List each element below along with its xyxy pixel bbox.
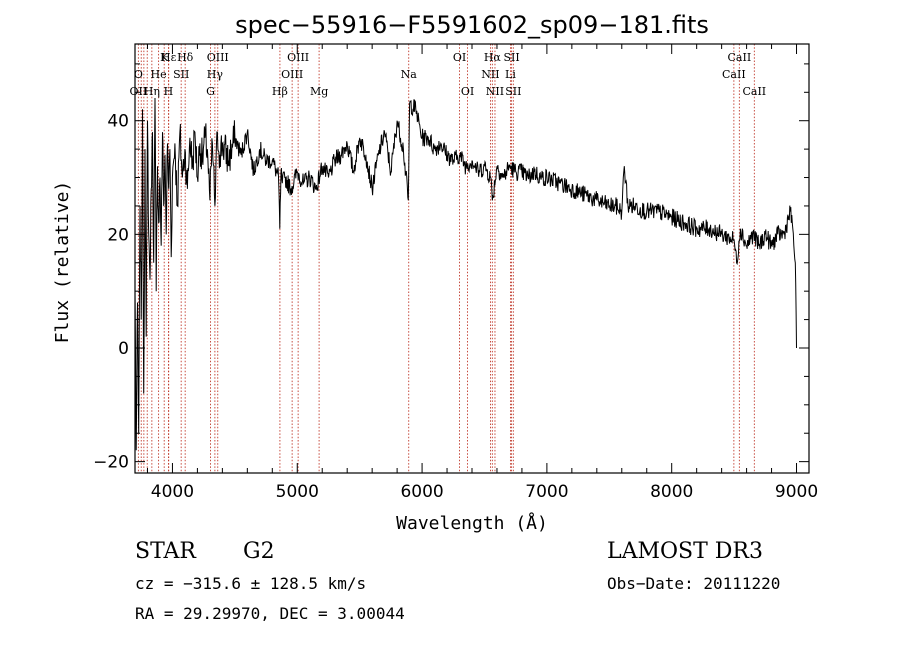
line-marker-label: He: [151, 68, 167, 81]
line-marker-label: CaII: [722, 68, 746, 81]
y-axis-ticks: −20 0 20 40: [93, 63, 809, 473]
object-class: STAR: [135, 539, 197, 564]
flux-series-line: [134, 97, 797, 451]
y-tick-label: 20: [107, 225, 129, 245]
line-marker-label: OIII: [287, 51, 309, 64]
line-marker-label: Hε: [161, 51, 177, 64]
line-marker-label: Hδ: [177, 51, 194, 64]
line-marker-label: Na: [401, 68, 418, 81]
line-marker-label: G: [206, 85, 215, 98]
line-marker-label: NII: [486, 85, 504, 98]
y-tick-label: 40: [107, 112, 129, 132]
line-marker-label: OI: [461, 85, 474, 98]
x-axis-ticks: 4000 5000 6000 7000 8000 9000: [146, 44, 818, 502]
line-marker-label: OI: [453, 51, 466, 64]
x-tick-label: 6000: [400, 482, 443, 502]
line-marker-label: K: [160, 51, 169, 64]
line-marker-label: NII: [481, 68, 499, 81]
x-tick-label: 4000: [151, 482, 194, 502]
plot-frame: [134, 43, 810, 474]
emission-line-markers: [137, 44, 755, 473]
y-tick-label: 0: [118, 339, 129, 359]
obs-date: Obs−Date: 20111220: [607, 574, 780, 593]
survey-name: LAMOST DR3: [607, 539, 763, 564]
line-marker-label: CaII: [742, 85, 766, 98]
line-marker-label: SII: [505, 85, 521, 98]
line-marker-label: OII: [130, 85, 148, 98]
line-marker-label: Hη: [144, 85, 160, 98]
y-tick-label: −20: [93, 453, 129, 473]
line-marker-label: SII: [173, 68, 189, 81]
x-tick-label: 7000: [525, 482, 568, 502]
line-marker-label: Hα: [484, 51, 502, 64]
x-tick-label: 5000: [276, 482, 319, 502]
coordinates: RA = 29.29970, DEC = 3.00044: [135, 604, 405, 623]
line-marker-label: H: [164, 85, 174, 98]
line-marker-label: OIII: [207, 51, 229, 64]
y-axis-label: Flux (relative): [52, 181, 73, 344]
object-subclass: G2: [243, 539, 275, 564]
line-marker-label: Mg: [310, 85, 328, 98]
line-marker-label: OIII: [281, 68, 303, 81]
line-marker-label: Li: [505, 68, 516, 81]
line-marker-label: SII: [503, 51, 519, 64]
redshift-info: cz = −315.6 ± 128.5 km/s: [135, 574, 366, 593]
line-marker-label: CaII: [728, 51, 752, 64]
chart-title: spec−55916−F5591602_sp09−181.fits: [235, 11, 709, 39]
x-tick-label: 9000: [775, 482, 818, 502]
line-marker-label: O: [134, 68, 143, 81]
x-axis-label: Wavelength (Å): [396, 512, 548, 534]
line-marker-label: Hγ: [207, 68, 224, 81]
x-tick-label: 8000: [650, 482, 693, 502]
line-marker-label: Hβ: [272, 85, 288, 98]
